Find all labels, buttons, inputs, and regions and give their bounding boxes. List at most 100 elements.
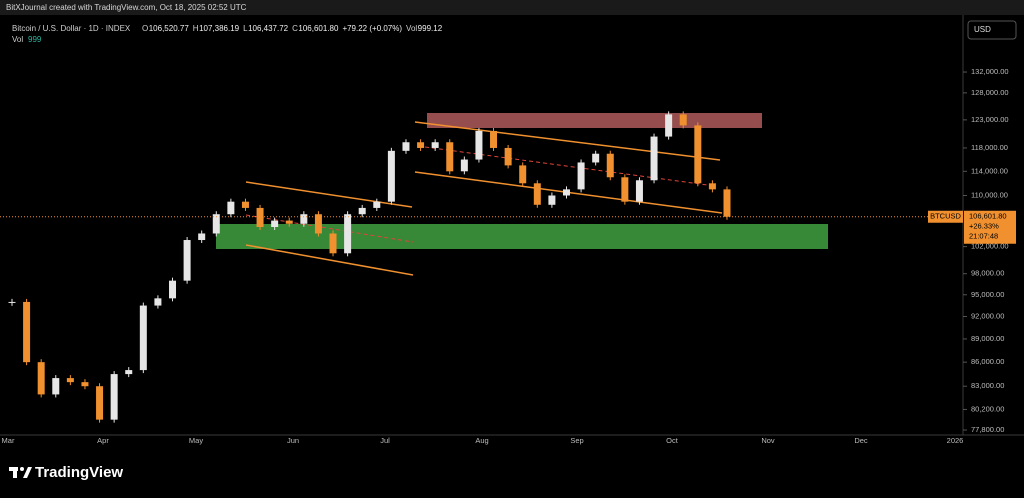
- quote-value: 107,386.19: [199, 24, 240, 33]
- y-tick-label: 114,000.00: [971, 166, 1008, 175]
- candle-body: [52, 378, 60, 395]
- candle-body: [533, 183, 541, 205]
- quote-value: +79.22 (+0.07%): [342, 24, 402, 33]
- quote-key: C: [292, 24, 298, 33]
- y-tick-label: 98,000.00: [971, 269, 1004, 278]
- symbol-title: Bitcoin / U.S. Dollar · 1D · INDEX: [12, 24, 131, 33]
- resistance-zone: [427, 113, 762, 128]
- candle-body: [358, 207, 366, 215]
- x-tick-label: Oct: [666, 436, 679, 445]
- candle-body: [227, 201, 235, 215]
- symbol-tag: BTCUSD: [930, 212, 961, 221]
- y-tick-label: 89,000.00: [971, 334, 1004, 343]
- y-tick-label: 110,000.00: [971, 190, 1008, 199]
- volume-key: Vol: [12, 35, 23, 44]
- y-tick-label: 86,000.00: [971, 357, 1004, 366]
- y-tick-label: 77,800.00: [971, 425, 1004, 434]
- candle-body: [300, 214, 308, 224]
- candle-body: [679, 114, 687, 126]
- support-zone: [216, 224, 828, 249]
- candle-body: [665, 114, 673, 137]
- candle-body: [81, 382, 89, 387]
- currency: USD: [974, 25, 991, 34]
- quote-value: 106,601.80: [298, 24, 339, 33]
- candle-body: [431, 142, 439, 148]
- y-tick-label: 118,000.00: [971, 143, 1008, 152]
- price-tag-change: +26.33%: [969, 222, 999, 231]
- candle-body: [592, 153, 600, 163]
- logo-text: TradingView: [35, 464, 123, 481]
- candle-body: [256, 207, 264, 227]
- drawings: [216, 113, 828, 276]
- candle-body: [475, 130, 483, 160]
- candle-body: [110, 374, 118, 420]
- logo-icon: [9, 467, 32, 478]
- candle-body: [562, 189, 570, 196]
- price-tag-value: 106,601.80: [969, 212, 1007, 221]
- candle-body: [460, 159, 468, 172]
- candle-body: [519, 165, 527, 184]
- candle-body: [125, 370, 133, 375]
- currency-box: [967, 20, 1017, 40]
- symbol-tag-bg: [928, 210, 963, 223]
- candle-body: [212, 214, 220, 234]
- y-tick-label: 128,000.00: [971, 88, 1009, 97]
- quote-key: Vol: [406, 24, 417, 33]
- mid-line: [424, 146, 716, 187]
- candle-body: [621, 177, 629, 202]
- channel-line: [245, 244, 414, 276]
- x-tick-label: Jul: [380, 436, 390, 445]
- candle-body: [66, 378, 74, 383]
- y-tick-label: 102,000.00: [971, 242, 1009, 251]
- candle-body: [650, 136, 658, 181]
- quote-value: 106,437.72: [248, 24, 289, 33]
- y-tick-label: 83,000.00: [971, 381, 1004, 390]
- candle-body: [548, 195, 556, 205]
- candle-body: [490, 130, 498, 148]
- y-tick-label: 132,000.00: [971, 67, 1009, 76]
- candle-body: [694, 125, 702, 184]
- x-tick-label: Dec: [854, 436, 868, 445]
- mid-line: [245, 214, 414, 243]
- candle-body: [169, 280, 177, 299]
- candle-body: [446, 142, 454, 172]
- candle-body: [373, 201, 381, 208]
- candle-body: [708, 183, 716, 190]
- candle-body: [577, 162, 585, 190]
- candle-body: [183, 240, 191, 281]
- candle-body: [387, 150, 395, 202]
- candle-body: [96, 386, 104, 420]
- candle-body: [635, 180, 643, 202]
- y-tick-label: 123,000.00: [971, 115, 1009, 124]
- y-tick-label: 80,200.00: [971, 404, 1004, 413]
- candle-body: [271, 220, 279, 227]
- candle-body: [723, 189, 731, 217]
- candle-body: [37, 362, 45, 395]
- x-tick-label: Apr: [97, 436, 109, 445]
- volume-value: 999: [28, 35, 42, 44]
- candle-body: [417, 142, 425, 148]
- candle-body: [402, 142, 410, 151]
- candle-body: [23, 301, 31, 363]
- candle-body: [285, 220, 293, 224]
- x-tick-label: Sep: [570, 436, 583, 445]
- y-tick-label: 95,000.00: [971, 290, 1004, 299]
- channel-line: [414, 121, 721, 161]
- candle-body: [329, 233, 337, 254]
- price-tag-countdown: 21:07:48: [969, 232, 998, 241]
- footer: [0, 445, 1024, 493]
- y-tick-label: 92,000.00: [971, 311, 1004, 320]
- quote-key: L: [243, 24, 248, 33]
- x-tick-label: Aug: [475, 436, 488, 445]
- candle-body: [139, 305, 147, 371]
- candle-body: [241, 201, 249, 208]
- candle-body: [198, 233, 206, 241]
- x-tick-label: 2026: [947, 436, 964, 445]
- x-tick-label: Nov: [761, 436, 775, 445]
- channel-line: [245, 181, 413, 208]
- price-tag-bg: [964, 210, 1016, 244]
- top-bar: [0, 0, 1024, 15]
- candle-body: [314, 214, 322, 234]
- quote-value: 999.12: [418, 24, 443, 33]
